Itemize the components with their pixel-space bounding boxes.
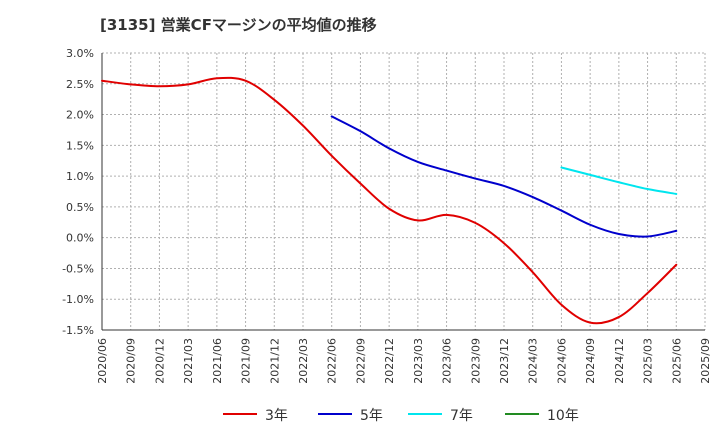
x-tick-label: 2023/12 <box>498 338 511 384</box>
y-tick-label: 3.0% <box>66 47 94 60</box>
y-tick-label: 1.0% <box>66 170 94 183</box>
x-tick-label: 2023/03 <box>412 338 425 384</box>
x-tick-label: 2024/03 <box>527 338 540 384</box>
series-line-2 <box>330 115 678 238</box>
x-tick-label: 2021/09 <box>240 338 253 384</box>
x-tick-label: 2025/03 <box>642 338 655 384</box>
x-tick-label: 2024/06 <box>555 338 568 384</box>
x-tick-label: 2020/06 <box>96 338 109 384</box>
x-tick-label: 2021/06 <box>211 338 224 384</box>
series-line-1 <box>101 76 678 325</box>
y-tick-label: -1.0% <box>62 293 94 306</box>
legend-swatch <box>223 413 257 415</box>
legend-label: 10年 <box>547 408 579 424</box>
x-tick-label: 2022/06 <box>326 338 339 384</box>
y-tick-label: 0.0% <box>66 232 94 245</box>
x-tick-label: 2020/09 <box>125 338 138 384</box>
y-tick-label: 2.5% <box>66 78 94 91</box>
x-tick-label: 2020/12 <box>153 338 166 384</box>
x-tick-label: 2024/09 <box>584 338 597 384</box>
chart-legend: 3年 5年 7年 10年 <box>0 402 720 426</box>
chart-title: [3135] 営業CFマージンの平均値の推移 <box>100 16 377 34</box>
x-tick-label: 2024/12 <box>613 338 626 384</box>
x-tick-label: 2023/09 <box>469 338 482 384</box>
x-tick-label: 2025/06 <box>670 338 683 384</box>
legend-swatch <box>408 413 442 415</box>
x-tick-label: 2022/12 <box>383 338 396 384</box>
y-tick-label: 0.5% <box>66 201 94 214</box>
legend-label: 3年 <box>265 408 288 424</box>
y-tick-label: 1.5% <box>66 139 94 152</box>
legend-swatch <box>318 413 352 415</box>
y-tick-label: -0.5% <box>62 262 94 275</box>
x-tick-label: 2021/03 <box>182 338 195 384</box>
y-tick-label: 2.0% <box>66 109 94 122</box>
x-tick-label: 2022/09 <box>354 338 367 384</box>
legend-swatch <box>505 413 539 415</box>
x-tick-label: 2022/03 <box>297 338 310 384</box>
plot-area <box>102 53 705 330</box>
y-tick-label: -1.5% <box>62 324 94 337</box>
x-tick-label: 2025/09 <box>699 338 712 384</box>
series-line-3 <box>560 166 678 195</box>
x-tick-label: 2023/06 <box>441 338 454 384</box>
x-tick-label: 2021/12 <box>268 338 281 384</box>
legend-label: 7年 <box>450 408 473 424</box>
legend-label: 5年 <box>360 408 383 424</box>
